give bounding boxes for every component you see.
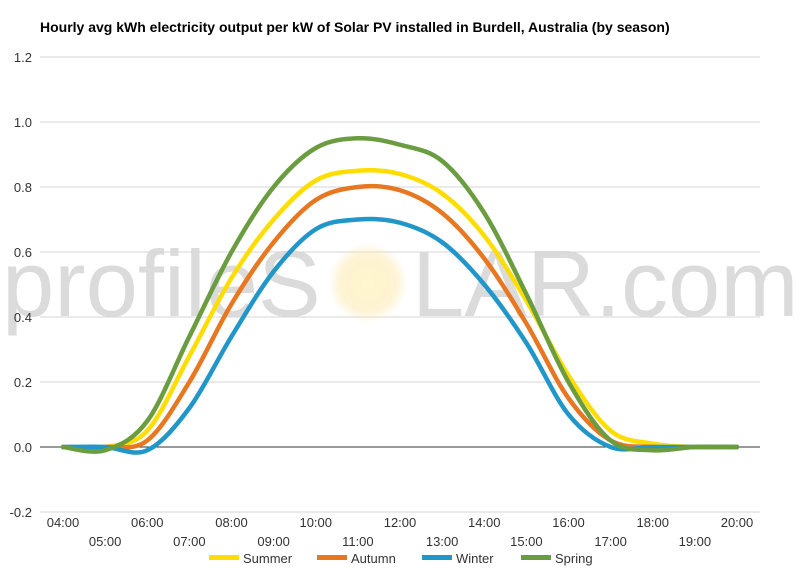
x-tick-label: 14:00	[468, 515, 501, 530]
y-tick-label: 0.4	[14, 310, 32, 325]
y-tick-label: 1.2	[14, 50, 32, 65]
x-tick-label: 19:00	[679, 534, 712, 549]
x-tick-label: 18:00	[636, 515, 669, 530]
x-tick-label: 12:00	[384, 515, 417, 530]
grid-lines	[40, 56, 760, 513]
x-tick-label: 06:00	[131, 515, 164, 530]
legend-swatch-summer	[209, 555, 239, 560]
x-tick-label: 10:00	[299, 515, 332, 530]
legend-label-spring: Spring	[555, 551, 593, 566]
y-tick-label: 0.6	[14, 245, 32, 260]
series-lines	[60, 135, 740, 455]
watermark-text-right: LAR.com	[412, 231, 799, 336]
x-tick-label: 20:00	[721, 515, 754, 530]
x-tick-label: 05:00	[89, 534, 122, 549]
chart-title: Hourly avg kWh electricity output per kW…	[40, 19, 670, 35]
legend-swatch-autumn	[317, 555, 347, 560]
series-line-summer	[60, 168, 740, 451]
x-axis-ticks: 04:00 05:00 06:00 07:00 08:00 09:00 10:00 11:00…	[47, 515, 754, 549]
watermark-sun	[328, 243, 408, 323]
x-tick-label: 15:00	[510, 534, 543, 549]
x-tick-label: 17:00	[594, 534, 627, 549]
x-tick-label: 07:00	[173, 534, 206, 549]
x-tick-label: 13:00	[426, 534, 459, 549]
x-tick-label: 09:00	[257, 534, 290, 549]
legend-swatch-winter	[422, 555, 452, 560]
x-tick-label: 16:00	[552, 515, 585, 530]
x-tick-label: 11:00	[342, 534, 374, 549]
y-axis-ticks: -0.2 0.0 0.2 0.4 0.6 0.8 1.0 1.2	[10, 50, 32, 520]
series-line-winter	[60, 216, 740, 455]
x-tick-label: 04:00	[47, 515, 80, 530]
legend-label-summer: Summer	[243, 551, 293, 566]
y-tick-label: -0.2	[10, 505, 32, 520]
legend-swatch-spring	[521, 555, 551, 560]
x-tick-label: 08:00	[215, 515, 248, 530]
legend-label-winter: Winter	[456, 551, 494, 566]
watermark: profileS LAR.com	[2, 231, 799, 336]
series-line-spring	[60, 135, 740, 454]
y-tick-label: 0.0	[14, 440, 32, 455]
legend: Summer Autumn Winter Spring	[209, 551, 593, 566]
y-tick-label: 0.2	[14, 375, 32, 390]
y-tick-label: 1.0	[14, 115, 32, 130]
y-tick-label: 0.8	[14, 180, 32, 195]
legend-label-autumn: Autumn	[351, 551, 396, 566]
